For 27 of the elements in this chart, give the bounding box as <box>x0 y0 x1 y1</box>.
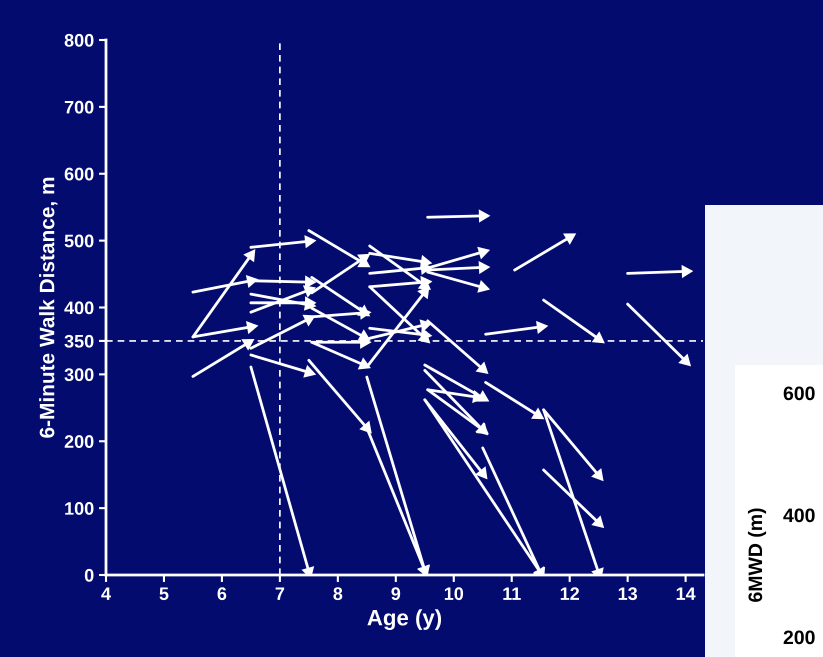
x-tick-label: 13 <box>618 587 638 600</box>
x-tick-label: 5 <box>159 587 168 600</box>
x-tick-label: 7 <box>276 587 284 600</box>
x-tick-label: 6 <box>218 587 226 600</box>
y-tick-label: 200 <box>64 435 94 448</box>
y-tick-label: 0 <box>84 568 94 582</box>
text: 600 <box>784 386 815 400</box>
y-tick-label: 700 <box>64 100 94 114</box>
y-tick-label: 300 <box>64 368 94 382</box>
text: 200 <box>784 630 815 644</box>
y-tick-label: 500 <box>64 234 94 248</box>
y-tick-label: 600 <box>64 168 94 180</box>
x-tick-label: 9 <box>391 587 400 600</box>
y-tick-label: 800 <box>64 34 94 47</box>
text: 6MWD (m) <box>748 508 766 602</box>
x-tick-label: 10 <box>444 587 464 600</box>
text: 400 <box>783 508 815 522</box>
x-tick-label: 14 <box>676 587 696 600</box>
x-tick-label: 12 <box>560 587 580 600</box>
y-tick-label: 350 <box>64 334 94 348</box>
y-tick-label: 100 <box>65 502 94 515</box>
y-axis-title: 6-Minute Walk Distance, m <box>39 178 58 438</box>
x-axis-title: Age (y) <box>367 609 442 630</box>
x-tick-label: 11 <box>503 587 521 600</box>
x-tick-label: 4 <box>101 587 111 600</box>
y-tick-label: 400 <box>64 301 94 314</box>
x-tick-label: 8 <box>333 587 342 600</box>
